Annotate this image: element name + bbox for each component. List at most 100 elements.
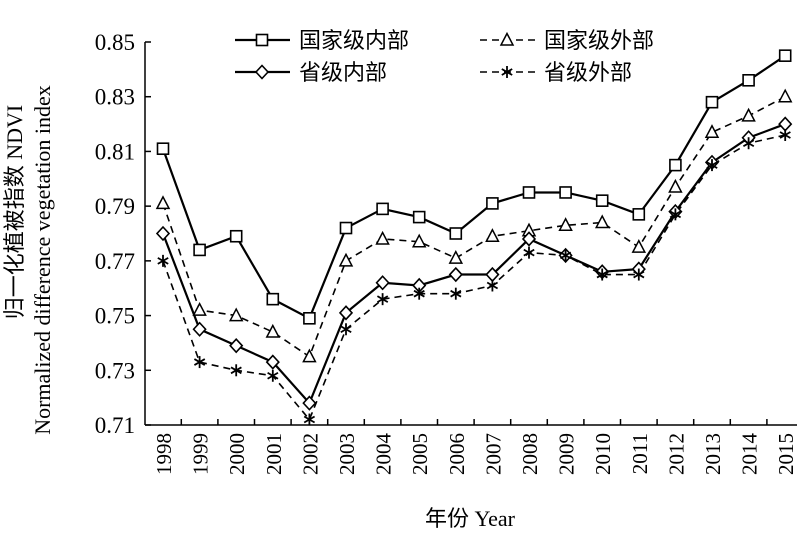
x-tick-label: 2012 [664, 433, 688, 475]
y-tick-label: 0.85 [95, 30, 135, 55]
x-tick-label: 2002 [298, 433, 322, 475]
data-point-series-2 [668, 178, 683, 193]
legend-label-4: 省级外部 [544, 60, 632, 85]
x-tick-label: 2001 [262, 433, 286, 475]
data-point-series-3 [229, 337, 244, 354]
data-point-series-4 [157, 254, 169, 267]
series-line-3 [161, 123, 786, 406]
data-point-series-2 [485, 228, 500, 242]
data-point-series-2 [302, 348, 317, 363]
data-point-series-2 [741, 107, 756, 122]
data-point-series-1 [669, 158, 682, 172]
series-line-2 [162, 96, 786, 358]
data-point-series-2 [594, 214, 610, 229]
legend-marker-4 [501, 66, 513, 78]
x-tick-label: 2000 [225, 433, 249, 475]
data-point-series-2 [631, 239, 647, 253]
data-point-series-2 [265, 323, 281, 338]
data-point-series-4 [559, 249, 572, 262]
data-point-series-4 [596, 268, 608, 281]
y-tick-label: 0.73 [95, 358, 135, 383]
y-tick-label: 0.81 [95, 139, 135, 164]
x-tick-label: 1999 [189, 433, 213, 475]
data-point-series-4 [706, 159, 718, 172]
data-point-series-1 [156, 142, 170, 155]
data-point-series-4 [376, 293, 389, 306]
x-axis-title: 年份 Year [425, 506, 516, 531]
data-point-series-1 [376, 202, 389, 216]
data-point-series-4 [267, 369, 279, 382]
data-point-series-1 [705, 95, 719, 109]
data-point-series-1 [229, 229, 243, 243]
data-point-series-3 [338, 305, 354, 321]
data-point-series-4 [669, 208, 682, 221]
legend-label-3: 省级内部 [299, 60, 387, 85]
x-tick-label: 2008 [518, 433, 542, 475]
data-point-series-3 [375, 275, 390, 291]
data-point-series-1 [632, 208, 646, 221]
data-point-series-4 [523, 246, 535, 259]
data-point-series-2 [375, 230, 390, 245]
data-point-series-1 [303, 312, 316, 325]
data-point-series-4 [633, 268, 645, 281]
data-point-series-3 [521, 231, 537, 247]
data-point-series-4 [779, 129, 791, 142]
x-tick-label: 2011 [628, 433, 652, 474]
data-point-series-2 [777, 88, 793, 103]
x-tick-label: 2010 [591, 433, 615, 475]
data-point-series-2 [192, 301, 207, 316]
data-point-series-4 [340, 323, 352, 336]
y-axis-ticks: 0.71 0.73 0.75 0.77 0.79 0.81 0.83 0.85 [95, 30, 151, 438]
data-point-series-3 [192, 321, 207, 337]
data-point-series-2 [411, 233, 427, 248]
y-axis-title-english: Normalized difference vegetation index [30, 85, 55, 435]
data-point-series-2 [558, 217, 573, 232]
data-point-series-4 [303, 413, 316, 426]
x-tick-label: 2013 [701, 433, 725, 475]
series-line-4 [162, 134, 786, 422]
data-point-series-1 [742, 74, 755, 87]
x-axis-ticks: 1998 1999 2000 2001 2002 2003 2004 2005 2006 2007… [152, 419, 798, 475]
data-point-series-2 [704, 124, 720, 139]
legend-label-2: 国家级外部 [544, 28, 654, 53]
y-tick-label: 0.79 [95, 194, 135, 219]
legend-marker-2 [499, 31, 515, 46]
legend-label-1: 国家级内部 [299, 28, 409, 53]
y-tick-label: 0.71 [95, 413, 135, 438]
data-point-series-4 [230, 364, 242, 377]
data-point-series-2 [338, 252, 354, 267]
legend-marker-3 [254, 64, 270, 80]
data-point-series-4 [742, 137, 755, 150]
axes [144, 42, 797, 426]
data-point-series-4 [193, 356, 206, 369]
x-tick-label: 2006 [445, 433, 469, 475]
series-line-1 [161, 54, 786, 320]
x-tick-label: 2015 [774, 433, 798, 475]
x-tick-label: 2004 [372, 433, 396, 476]
data-point-series-1 [486, 197, 499, 210]
data-point-series-4 [450, 287, 462, 300]
data-point-series-1 [449, 227, 463, 240]
y-tick-label: 0.77 [95, 249, 135, 274]
x-tick-label: 2007 [481, 433, 505, 475]
x-tick-label: 2009 [555, 433, 579, 475]
data-point-series-1 [193, 243, 206, 257]
x-tick-label: 2005 [408, 433, 432, 475]
data-point-series-3 [155, 225, 171, 242]
data-point-series-2 [448, 250, 464, 264]
data-point-series-3 [265, 354, 280, 370]
data-point-series-1 [595, 194, 609, 207]
data-point-series-1 [339, 221, 353, 235]
data-point-series-1 [522, 186, 536, 199]
data-point-series-3 [302, 395, 317, 411]
x-tick-label: 2003 [335, 433, 359, 475]
data-point-series-4 [413, 287, 425, 300]
series-lines [161, 54, 786, 422]
data-point-series-2 [228, 307, 244, 322]
y-tick-label: 0.75 [95, 304, 135, 329]
y-axis-title-chinese: 归一化植被指数 NDVI [2, 105, 27, 320]
data-point-series-1 [412, 210, 426, 224]
x-tick-label: 2014 [738, 433, 762, 476]
